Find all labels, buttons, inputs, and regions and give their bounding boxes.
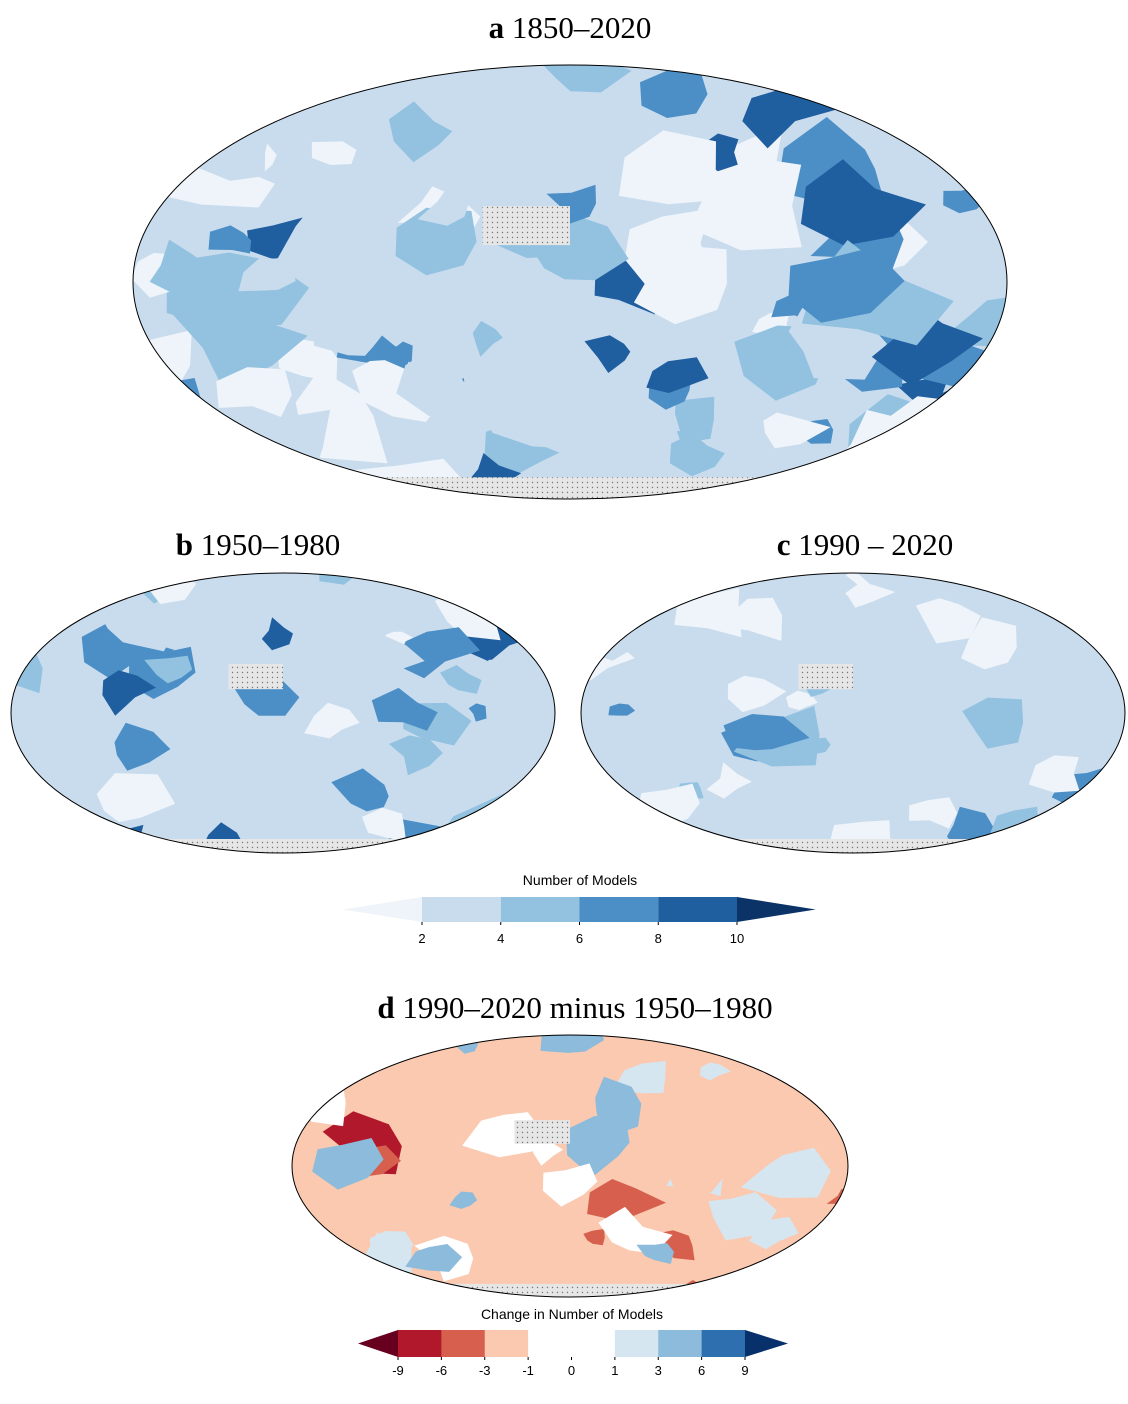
- map-field: [287, 1081, 346, 1126]
- colorbar-tick-label: -3: [479, 1363, 491, 1378]
- map-field: [623, 823, 687, 878]
- colorbar-segment: [528, 1330, 572, 1357]
- colorbar-tick-label: -1: [522, 1363, 534, 1378]
- colorbar-tick-label: 2: [418, 931, 425, 946]
- map-missing: [514, 1120, 570, 1144]
- colorbar-tick-label: -9: [392, 1363, 404, 1378]
- map-field: [471, 811, 507, 850]
- map: [558, 551, 1128, 879]
- colorbar-label: Change in Number of Models: [481, 1306, 663, 1322]
- colorbar-segment: [422, 897, 501, 922]
- panel-period: 1950–1980: [201, 527, 341, 562]
- map-field: [623, 576, 650, 591]
- colorbar-tick-label: 6: [698, 1363, 705, 1378]
- panel-letter: d: [377, 990, 394, 1025]
- map-field: [267, 1030, 335, 1071]
- map-field: [0, 649, 43, 694]
- colorbar-segment: [658, 1330, 702, 1357]
- map: [267, 1018, 881, 1310]
- map-missing: [799, 664, 853, 689]
- colorbar-tick-label: 8: [655, 931, 662, 946]
- map-field: [894, 57, 932, 91]
- map-field: [941, 108, 998, 163]
- map-field: [493, 810, 574, 869]
- map-field: [49, 600, 75, 614]
- colorbar-tick-label: 1: [611, 1363, 618, 1378]
- colorbar-segment: [398, 1330, 442, 1357]
- map-field: [867, 61, 903, 88]
- map: [91, 28, 1054, 553]
- colorbar-label: Number of Models: [523, 872, 637, 888]
- colorbar-tick-label: 3: [655, 1363, 662, 1378]
- map-field: [107, 825, 144, 849]
- map-field: [1078, 804, 1128, 833]
- panel-title: b 1950–1980: [176, 527, 341, 562]
- colorbar-segment: [572, 1330, 616, 1357]
- panel-title: a 1850–2020: [489, 10, 652, 45]
- colorbar-tick-label: 9: [741, 1363, 748, 1378]
- figure: a 1850–2020 b 1950–1980 c 1990 – 2020 d …: [0, 0, 1128, 1404]
- map-field: [92, 421, 220, 502]
- map-field: [586, 831, 652, 877]
- map-field: [893, 61, 978, 123]
- map-field: [946, 117, 1044, 195]
- colorbar-extend: [343, 897, 422, 922]
- map-field: [204, 68, 249, 109]
- colorbar-tick-label: 4: [497, 931, 504, 946]
- map-field: [226, 454, 302, 507]
- colorbar-segment: [485, 1330, 529, 1357]
- map-field: [790, 1245, 864, 1294]
- map-field: [35, 808, 81, 835]
- colorbar-segment: [441, 1330, 485, 1357]
- panel-period: 1990–2020 minus 1950–1980: [402, 990, 772, 1025]
- panel-title: c 1990 – 2020: [777, 527, 954, 562]
- panel-letter: c: [777, 527, 791, 562]
- panel-period: 1850–2020: [512, 10, 652, 45]
- colorbar-tick-label: 0: [568, 1363, 575, 1378]
- colorbar-segment: [658, 897, 737, 922]
- colorbar-tick-label: -6: [436, 1363, 448, 1378]
- colorbar-tick-label: 10: [730, 931, 744, 946]
- colorbar-segment: [615, 1330, 659, 1357]
- colorbar-extend: [358, 1330, 398, 1357]
- map-field: [1027, 552, 1077, 593]
- colorbar-extend: [745, 1330, 788, 1357]
- map-field: [280, 1228, 310, 1252]
- map-field: [5, 725, 43, 754]
- map-field: [7, 629, 41, 654]
- map-field: [81, 835, 135, 858]
- map-missing: [483, 206, 570, 245]
- colorbar-extend: [737, 897, 816, 922]
- panel-title: d 1990–2020 minus 1950–1980: [377, 990, 772, 1025]
- colorbar-segment: [501, 897, 580, 922]
- map-field: [273, 1229, 359, 1290]
- map-missing: [229, 664, 283, 689]
- map-field: [172, 74, 219, 126]
- panel-period: 1990 – 2020: [798, 527, 953, 562]
- map-field: [879, 46, 992, 121]
- map-field: [129, 378, 201, 427]
- colorbar-tick-label: 6: [576, 931, 583, 946]
- panel-letter: b: [176, 527, 193, 562]
- map-field: [218, 93, 261, 114]
- map-field: [98, 438, 156, 487]
- map-field: [1030, 582, 1059, 597]
- colorbar-segment: [702, 1330, 746, 1357]
- panel-letter: a: [489, 10, 505, 45]
- map: [0, 544, 574, 881]
- map-field: [346, 1050, 364, 1068]
- map-field: [925, 92, 983, 121]
- colorbar-segment: [580, 897, 659, 922]
